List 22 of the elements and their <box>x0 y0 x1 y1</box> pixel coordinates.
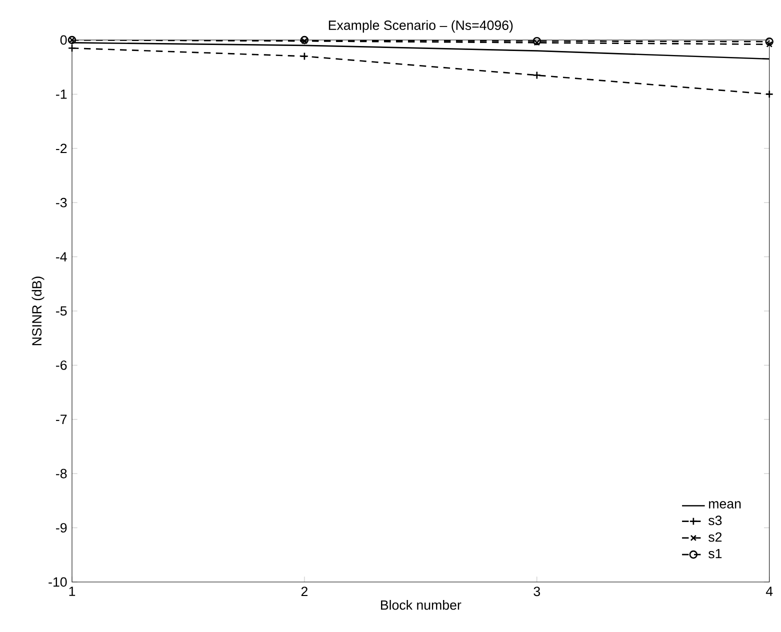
x-axis-title: Block number <box>381 600 462 610</box>
y-tick-label: -8 <box>56 468 67 478</box>
y-tick-label: -7 <box>56 414 67 424</box>
legend-label: s1 <box>708 548 722 558</box>
y-tick-label: -6 <box>56 360 67 370</box>
legend-label: mean <box>709 501 741 508</box>
y-tick-label: -1 <box>56 90 67 99</box>
y-tick-label: 0 <box>60 35 67 45</box>
chart-title: Example Scenario – (Ns=4096) <box>328 20 513 33</box>
x-tick-label: 1 <box>69 586 76 596</box>
y-tick-label: -10 <box>48 577 67 587</box>
x-tick-label: 2 <box>301 586 308 596</box>
y-tick-label: -5 <box>56 306 67 316</box>
x-tick-label: 3 <box>534 586 540 596</box>
legend-label: s2 <box>708 532 722 542</box>
y-tick-label: -2 <box>56 144 67 154</box>
y-axis-title: NSINR (dB) <box>32 276 44 346</box>
legend-label: s3 <box>708 516 722 526</box>
y-tick-label: -3 <box>56 198 67 208</box>
y-tick-label: -9 <box>56 523 67 533</box>
x-tick-label: 4 <box>766 586 773 596</box>
y-tick-label: -4 <box>56 252 67 262</box>
